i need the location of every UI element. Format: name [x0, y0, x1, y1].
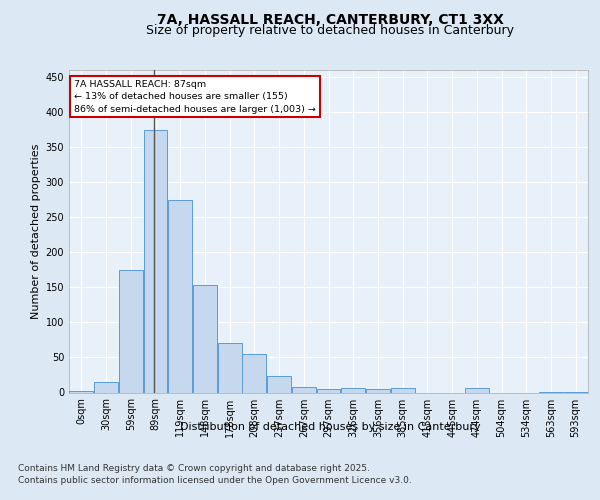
Bar [391, 388, 415, 392]
Bar [366, 389, 390, 392]
Bar [465, 388, 489, 392]
Bar [168, 200, 192, 392]
Bar [119, 270, 143, 392]
Text: 7A, HASSALL REACH, CANTERBURY, CT1 3XX: 7A, HASSALL REACH, CANTERBURY, CT1 3XX [157, 12, 503, 26]
Bar [218, 344, 242, 392]
Bar [341, 388, 365, 392]
Bar [317, 389, 340, 392]
Text: Size of property relative to detached houses in Canterbury: Size of property relative to detached ho… [146, 24, 514, 37]
Bar [143, 130, 167, 392]
Text: Distribution of detached houses by size in Canterbury: Distribution of detached houses by size … [179, 422, 481, 432]
Bar [70, 391, 94, 392]
Bar [193, 285, 217, 393]
Text: 7A HASSALL REACH: 87sqm
← 13% of detached houses are smaller (155)
86% of semi-d: 7A HASSALL REACH: 87sqm ← 13% of detache… [74, 80, 316, 114]
Bar [242, 354, 266, 393]
Bar [267, 376, 291, 392]
Text: Contains HM Land Registry data © Crown copyright and database right 2025.: Contains HM Land Registry data © Crown c… [18, 464, 370, 473]
Text: Contains public sector information licensed under the Open Government Licence v3: Contains public sector information licen… [18, 476, 412, 485]
Bar [94, 382, 118, 392]
Bar [292, 387, 316, 392]
Y-axis label: Number of detached properties: Number of detached properties [31, 144, 41, 319]
